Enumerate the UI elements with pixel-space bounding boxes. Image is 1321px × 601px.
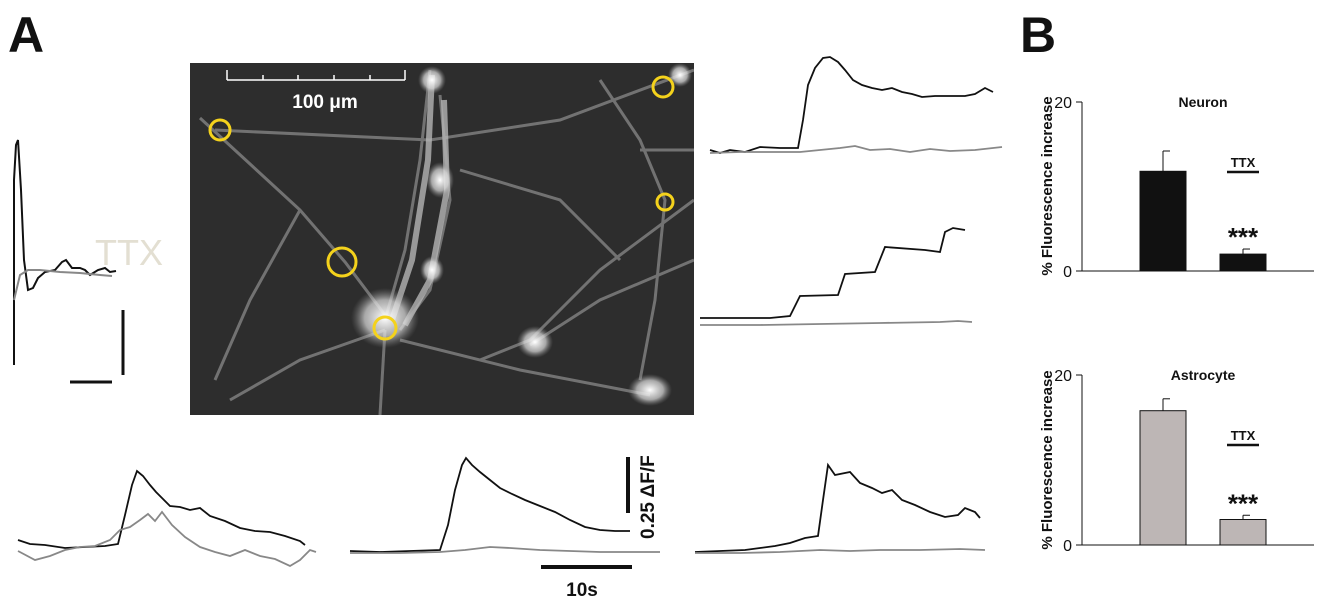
micrograph-scale-bar: 100 μm bbox=[226, 70, 406, 113]
roi-circle bbox=[655, 192, 675, 212]
calcium-traces bbox=[17, 56, 1003, 568]
panel-label-b: B bbox=[1020, 7, 1056, 63]
time-scale-label: 10s bbox=[566, 580, 598, 601]
y-axis-label: % Fluorescence increase bbox=[1039, 370, 1056, 549]
category-label: TTX bbox=[1231, 428, 1256, 443]
significance-label: *** bbox=[1228, 488, 1259, 518]
y-tick-label: 0 bbox=[1063, 264, 1072, 281]
trace-ttx bbox=[695, 548, 986, 554]
trace-control bbox=[17, 469, 306, 549]
bar-chart-astrocyte: 0 20% Fluorescence increase Astrocyte *** TT… bbox=[1039, 367, 1314, 555]
neuron-processes bbox=[198, 63, 694, 415]
bar bbox=[1139, 170, 1187, 272]
roi-circle bbox=[208, 118, 232, 142]
bar bbox=[1139, 410, 1187, 546]
trace-ttx bbox=[709, 145, 1003, 154]
chart-title: Neuron bbox=[1179, 94, 1228, 110]
y-tick-label: 20 bbox=[1054, 95, 1072, 112]
roi-circle bbox=[372, 315, 398, 341]
y-axis-label: % Fluorescence increase bbox=[1039, 96, 1056, 275]
category-label: TTX bbox=[1231, 155, 1256, 170]
scale-label: 100 μm bbox=[292, 92, 358, 113]
panel-label-a: A bbox=[8, 7, 44, 63]
y-tick-label: 0 bbox=[1063, 538, 1072, 555]
roi-circle bbox=[326, 246, 358, 278]
bar bbox=[1219, 519, 1267, 546]
trace-ttx bbox=[17, 510, 317, 568]
roi-markers bbox=[208, 75, 675, 341]
bar bbox=[1219, 253, 1267, 272]
inset-trace: TTX bbox=[13, 139, 163, 384]
trace-control bbox=[349, 456, 630, 553]
trace-ttx bbox=[700, 320, 973, 326]
amplitude-scale-label: 0.25 ΔF/F bbox=[638, 455, 659, 539]
bar-chart-neuron: 0 20% Fluorescence increase Neuron *** TTX bbox=[1039, 94, 1314, 281]
trace-control bbox=[709, 56, 994, 154]
trace-ttx bbox=[350, 546, 660, 554]
trace-control bbox=[694, 462, 981, 553]
roi-circle bbox=[651, 75, 675, 99]
trace-control bbox=[700, 227, 966, 319]
micrograph: 100 μm bbox=[190, 63, 694, 415]
chart-title: Astrocyte bbox=[1171, 367, 1236, 383]
significance-label: *** bbox=[1228, 222, 1259, 252]
ttx-inset-label: TTX bbox=[95, 232, 163, 273]
y-tick-label: 20 bbox=[1054, 368, 1072, 385]
